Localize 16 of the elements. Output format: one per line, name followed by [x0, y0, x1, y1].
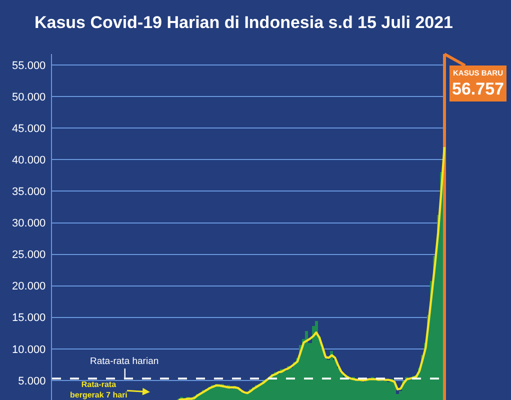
- y-tick-label: 35.000: [12, 186, 46, 198]
- y-tick-label: 20.000: [12, 280, 46, 293]
- y-tick-label: 55.000: [12, 60, 46, 72]
- y-tick-label: 5.000: [18, 375, 46, 388]
- y-tick-label: 15.000: [12, 312, 46, 324]
- y-tick-label: 45.000: [12, 123, 46, 136]
- data-label: 56.757: [452, 80, 504, 98]
- ref-line-label: Rata-rata harian: [90, 356, 159, 367]
- line-series: [178, 146, 446, 400]
- chart-title: Kasus Covid-19 Harian di Indonesia s.d 15 Juli 2021: [34, 12, 454, 32]
- y-tick-label: 25.000: [12, 249, 46, 262]
- y-tick-label: 30.000: [12, 218, 46, 230]
- y-tick-label: 50.000: [12, 91, 46, 104]
- legend-label: Rata-rata bergerak 7 hari: [70, 380, 128, 400]
- y-tick-label: 40.000: [12, 154, 46, 167]
- y-tick-label: 10.000: [12, 344, 46, 356]
